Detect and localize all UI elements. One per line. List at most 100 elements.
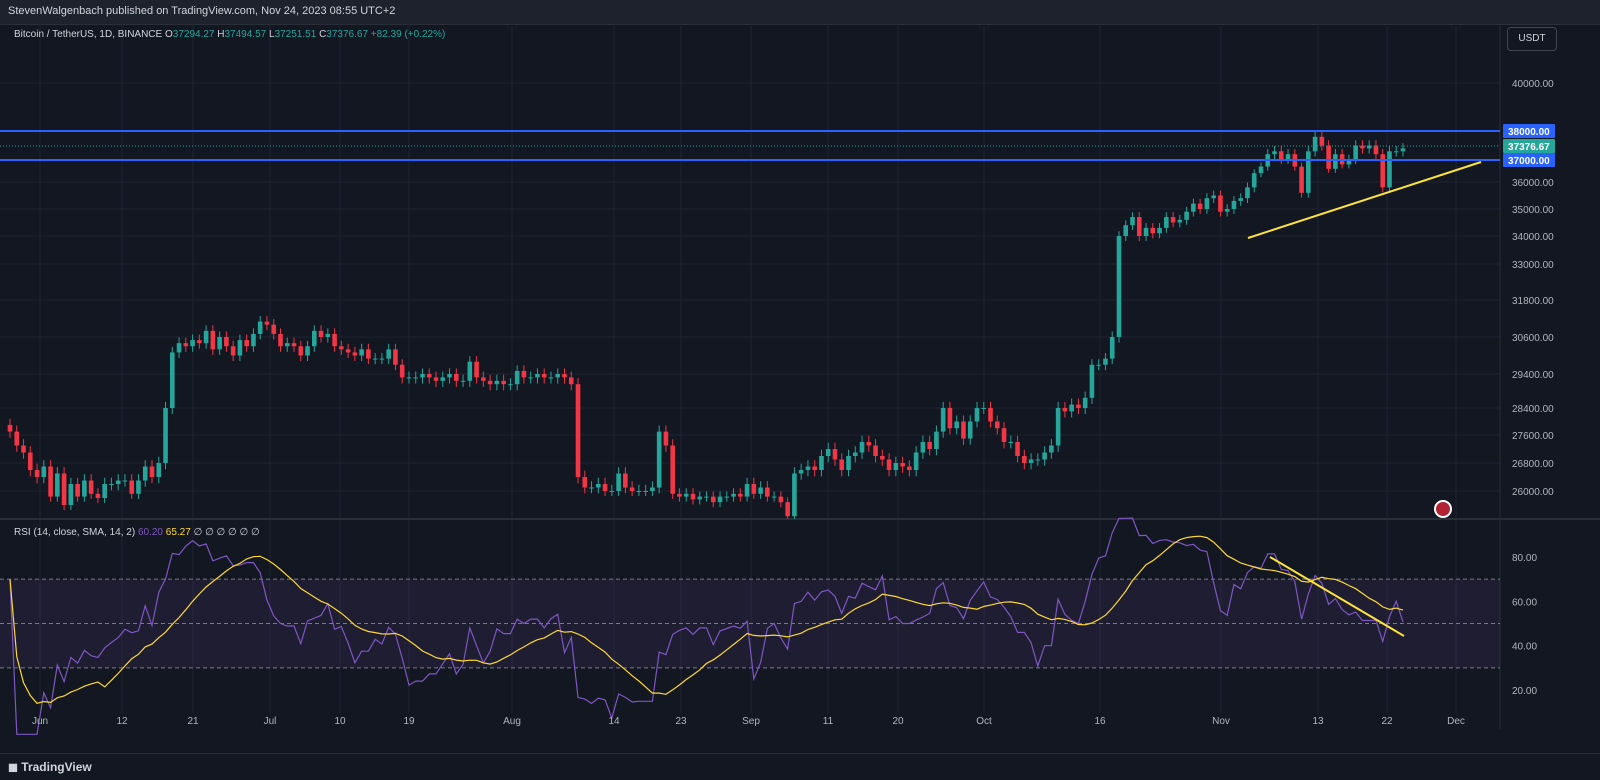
tradingview-logo[interactable]: ◼ TradingView <box>8 760 92 774</box>
candle-body <box>1387 151 1392 188</box>
candle-body <box>758 487 763 494</box>
candle-body <box>494 380 500 385</box>
us-flag-icon[interactable] <box>1434 500 1452 518</box>
candle-body <box>616 473 621 491</box>
price-axis-label: 31800.00 <box>1512 296 1554 307</box>
candle-body <box>738 493 743 497</box>
candle-body <box>1272 151 1277 155</box>
candle-body <box>1231 200 1237 209</box>
candle-body <box>596 484 601 488</box>
candle-body <box>562 374 567 378</box>
candle-body <box>1028 459 1034 463</box>
candle-body <box>555 374 561 378</box>
publisher-bar: StevenWalgenbach published on TradingVie… <box>0 0 1600 25</box>
candle-body <box>34 470 40 477</box>
candle-body <box>981 408 987 409</box>
candle-body <box>1062 408 1068 412</box>
rsi-sma-line <box>9 535 1404 704</box>
candle-body <box>1103 358 1108 365</box>
candle-body <box>237 340 243 356</box>
time-axis-label: 21 <box>187 716 199 727</box>
candle-body <box>48 466 53 497</box>
candle-body <box>339 346 344 350</box>
candle-body <box>27 452 33 470</box>
candle-body <box>386 349 391 359</box>
candle-body <box>318 330 324 337</box>
candle-body <box>1360 145 1365 149</box>
candle-body <box>961 421 966 439</box>
candle-body <box>1258 166 1264 174</box>
chart-area[interactable]: 40000.00 36000.00 35000.00 34000.00 33000.00… <box>0 24 1600 753</box>
candle-body <box>1191 203 1196 212</box>
candle-body <box>75 484 80 497</box>
candle-body <box>1184 211 1189 220</box>
chart-canvas[interactable]: 40000.00 36000.00 35000.00 34000.00 33000.00… <box>0 24 1600 753</box>
low-label: L <box>269 29 275 40</box>
time-axis-label: Jul <box>264 716 277 727</box>
candle-body <box>514 370 520 385</box>
time-axis-label: 14 <box>608 716 620 727</box>
candle-body <box>521 370 527 378</box>
candle-body <box>487 380 493 385</box>
candle-body <box>1049 445 1054 453</box>
candle-body <box>1177 219 1183 223</box>
candle-body <box>846 456 851 470</box>
candle-body <box>440 377 446 381</box>
candle-body <box>284 343 290 347</box>
candle-body <box>1245 187 1250 199</box>
price-axis-label: 36000.00 <box>1512 178 1554 189</box>
candle-body <box>142 466 148 481</box>
candle-body <box>927 442 932 449</box>
candle-body <box>582 477 588 488</box>
candle-body <box>14 431 20 446</box>
price-axis-label: 40000.00 <box>1512 79 1554 90</box>
time-axis-label: 23 <box>675 716 687 727</box>
candle-body <box>372 358 378 360</box>
candle-body <box>602 484 608 491</box>
open-value: 37294.27 <box>172 29 215 40</box>
candle-body <box>670 445 675 494</box>
candle-body <box>663 431 669 446</box>
candle-body <box>913 452 919 470</box>
candle-body <box>1015 442 1020 456</box>
candle-body <box>224 337 229 347</box>
candle-body <box>920 442 926 453</box>
candle-body <box>1326 145 1331 169</box>
time-axis-label: 12 <box>116 716 128 727</box>
candle-body <box>1143 227 1149 236</box>
ascending-trendline <box>1247 161 1482 239</box>
currency-button[interactable]: USDT <box>1507 27 1557 51</box>
time-axis-label: 16 <box>1094 716 1106 727</box>
candle-body <box>1204 198 1210 209</box>
candle-body <box>704 496 709 498</box>
candle-body <box>1312 136 1318 152</box>
candle-body <box>305 346 310 356</box>
candle-body <box>1285 154 1291 160</box>
candle-body <box>122 480 128 482</box>
price-tag-label: 38000.00 <box>1508 127 1550 138</box>
change-value: +82.39 (+0.22%) <box>370 29 446 40</box>
time-axis-label: 10 <box>334 716 346 727</box>
time-axis-label: Jun <box>32 716 48 727</box>
candle-body <box>1164 217 1169 228</box>
candle-body <box>291 343 297 347</box>
candle-body <box>163 408 168 463</box>
footer: ◼ TradingView <box>0 753 1600 780</box>
rsi-value: 60.20 <box>137 527 163 538</box>
candle-body <box>1042 452 1047 460</box>
candle-body <box>61 473 67 505</box>
candle-body <box>95 493 101 498</box>
candle-body <box>169 352 175 408</box>
candle-body <box>190 340 195 347</box>
candle-body <box>731 493 736 497</box>
candle-body <box>82 480 87 497</box>
candle-body <box>798 470 804 474</box>
candle-body <box>710 496 716 503</box>
candle-body <box>866 442 872 446</box>
candle-body <box>568 377 574 385</box>
candle-body <box>420 374 425 378</box>
candle-body <box>352 352 358 356</box>
candle-body <box>210 330 216 350</box>
candle-body <box>934 431 939 449</box>
candle-body <box>271 324 277 334</box>
